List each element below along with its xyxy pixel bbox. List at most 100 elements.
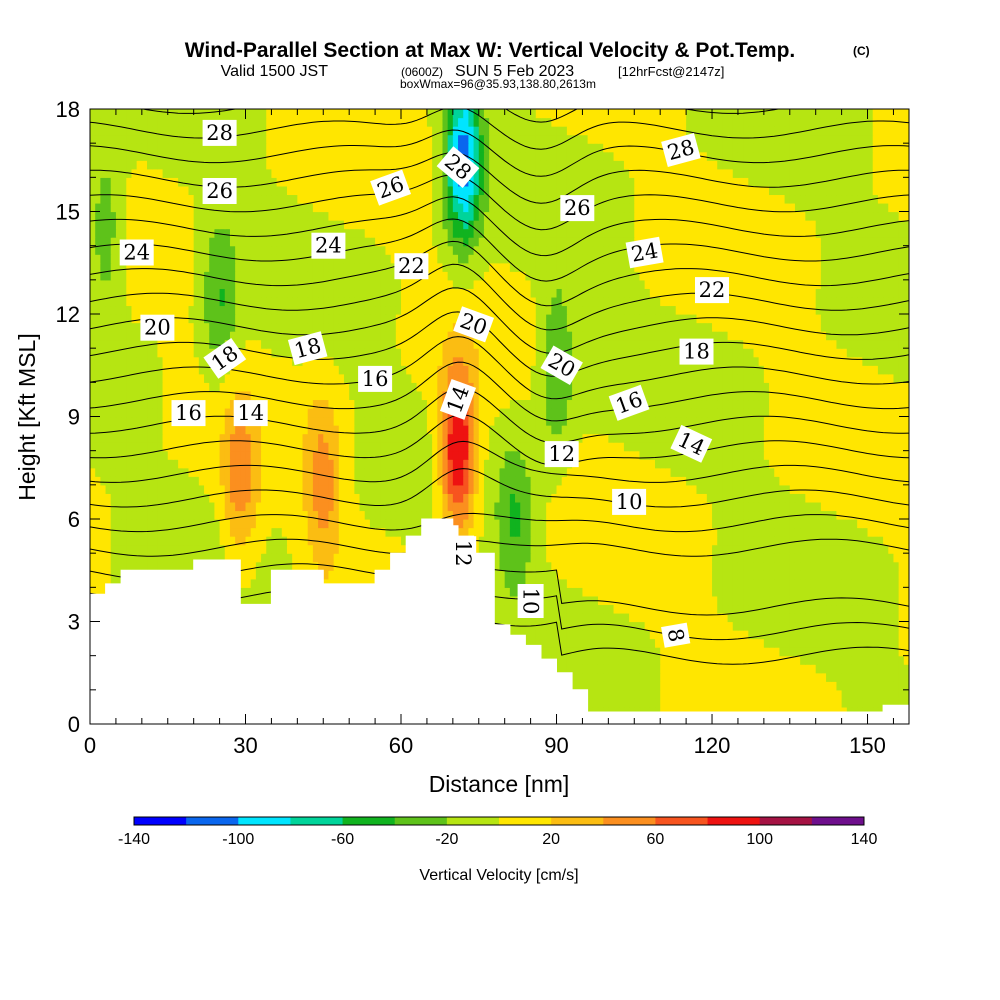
velocity-cell — [214, 536, 221, 546]
velocity-cell — [271, 476, 278, 486]
velocity-cell — [644, 689, 651, 699]
velocity-cell — [877, 595, 884, 606]
velocity-cell — [629, 638, 635, 648]
velocity-cell — [712, 681, 718, 691]
velocity-cell — [343, 476, 350, 486]
velocity-cell — [587, 484, 594, 494]
velocity-cell — [193, 510, 200, 520]
velocity-cell — [618, 630, 625, 640]
velocity-cell — [323, 536, 330, 546]
velocity-cell — [509, 527, 516, 537]
velocity-cell — [349, 459, 355, 469]
velocity-cell — [302, 553, 309, 563]
velocity-cell — [250, 493, 257, 503]
velocity-cell — [763, 587, 770, 597]
velocity-cell — [686, 476, 692, 486]
velocity-cell — [338, 578, 345, 588]
velocity-cell — [618, 536, 625, 546]
velocity-cell — [100, 476, 107, 486]
velocity-cell — [665, 578, 672, 588]
velocity-cell — [157, 510, 164, 520]
velocity-cell — [872, 484, 879, 494]
velocity-cell — [743, 544, 749, 554]
velocity-cell — [655, 689, 661, 699]
velocity-cell — [90, 536, 96, 546]
velocity-cell — [224, 553, 231, 563]
velocity-cell — [877, 587, 884, 597]
velocity-cell — [883, 655, 889, 665]
velocity-cell — [639, 561, 646, 571]
velocity-cell — [836, 536, 843, 546]
velocity-cell — [587, 698, 594, 708]
velocity-cell — [618, 570, 625, 580]
velocity-cell — [141, 561, 148, 571]
velocity-cell — [903, 510, 909, 520]
velocity-cell — [468, 459, 475, 469]
velocity-cell — [577, 664, 584, 674]
velocity-cell — [743, 578, 749, 588]
velocity-cell — [276, 476, 283, 486]
velocity-cell — [753, 621, 760, 631]
velocity-cell — [566, 467, 573, 477]
velocity-cell — [307, 450, 314, 460]
velocity-cell — [727, 553, 734, 563]
velocity-cell — [172, 553, 179, 563]
velocity-cell — [717, 476, 723, 486]
velocity-cell — [763, 638, 770, 648]
velocity-cell — [359, 450, 366, 460]
velocity-cell — [608, 510, 615, 520]
velocity-cell — [712, 570, 718, 580]
velocity-cell — [898, 501, 905, 512]
velocity-cell — [167, 519, 174, 529]
velocity-cell — [743, 476, 749, 486]
velocity-cell — [608, 553, 615, 563]
velocity-cell — [178, 553, 184, 563]
velocity-cell — [338, 484, 345, 494]
velocity-cell — [577, 544, 584, 554]
velocity-cell — [763, 527, 770, 537]
velocity-cell — [712, 519, 718, 529]
velocity-cell — [250, 501, 257, 512]
velocity-cell — [432, 484, 438, 494]
velocity-cell — [90, 493, 96, 503]
velocity-cell — [499, 527, 506, 537]
velocity-cell — [618, 672, 625, 682]
velocity-cell — [224, 501, 231, 512]
velocity-cell — [722, 689, 729, 699]
velocity-cell — [743, 706, 749, 717]
velocity-cell — [618, 544, 625, 554]
velocity-cell — [535, 459, 542, 469]
velocity-cell — [447, 501, 454, 512]
velocity-cell — [245, 570, 252, 580]
velocity-cell — [395, 510, 402, 520]
velocity-cell — [178, 527, 184, 537]
velocity-cell — [592, 647, 599, 657]
velocity-cell — [426, 450, 433, 460]
velocity-cell — [898, 664, 905, 674]
velocity-cell — [893, 553, 900, 563]
velocity-cell — [592, 578, 599, 588]
velocity-cell — [587, 706, 594, 717]
velocity-cell — [903, 595, 909, 606]
velocity-cell — [328, 450, 335, 460]
velocity-cell — [706, 689, 713, 699]
velocity-cell — [333, 467, 340, 477]
velocity-cell — [712, 672, 718, 682]
velocity-cell — [520, 484, 527, 494]
velocity-cell — [597, 561, 604, 571]
velocity-cell — [364, 553, 371, 563]
velocity-cell — [717, 536, 723, 546]
velocity-cell — [867, 467, 874, 477]
velocity-cell — [281, 493, 288, 503]
velocity-cell — [494, 476, 501, 486]
velocity-cell — [665, 647, 672, 657]
velocity-cell — [805, 621, 812, 631]
velocity-cell — [468, 476, 475, 486]
velocity-cell — [696, 561, 703, 571]
velocity-cell — [323, 476, 330, 486]
velocity-cell — [696, 647, 703, 657]
velocity-cell — [805, 467, 812, 477]
velocity-cell — [141, 484, 148, 494]
velocity-cell — [572, 655, 578, 665]
velocity-cell — [297, 536, 304, 546]
